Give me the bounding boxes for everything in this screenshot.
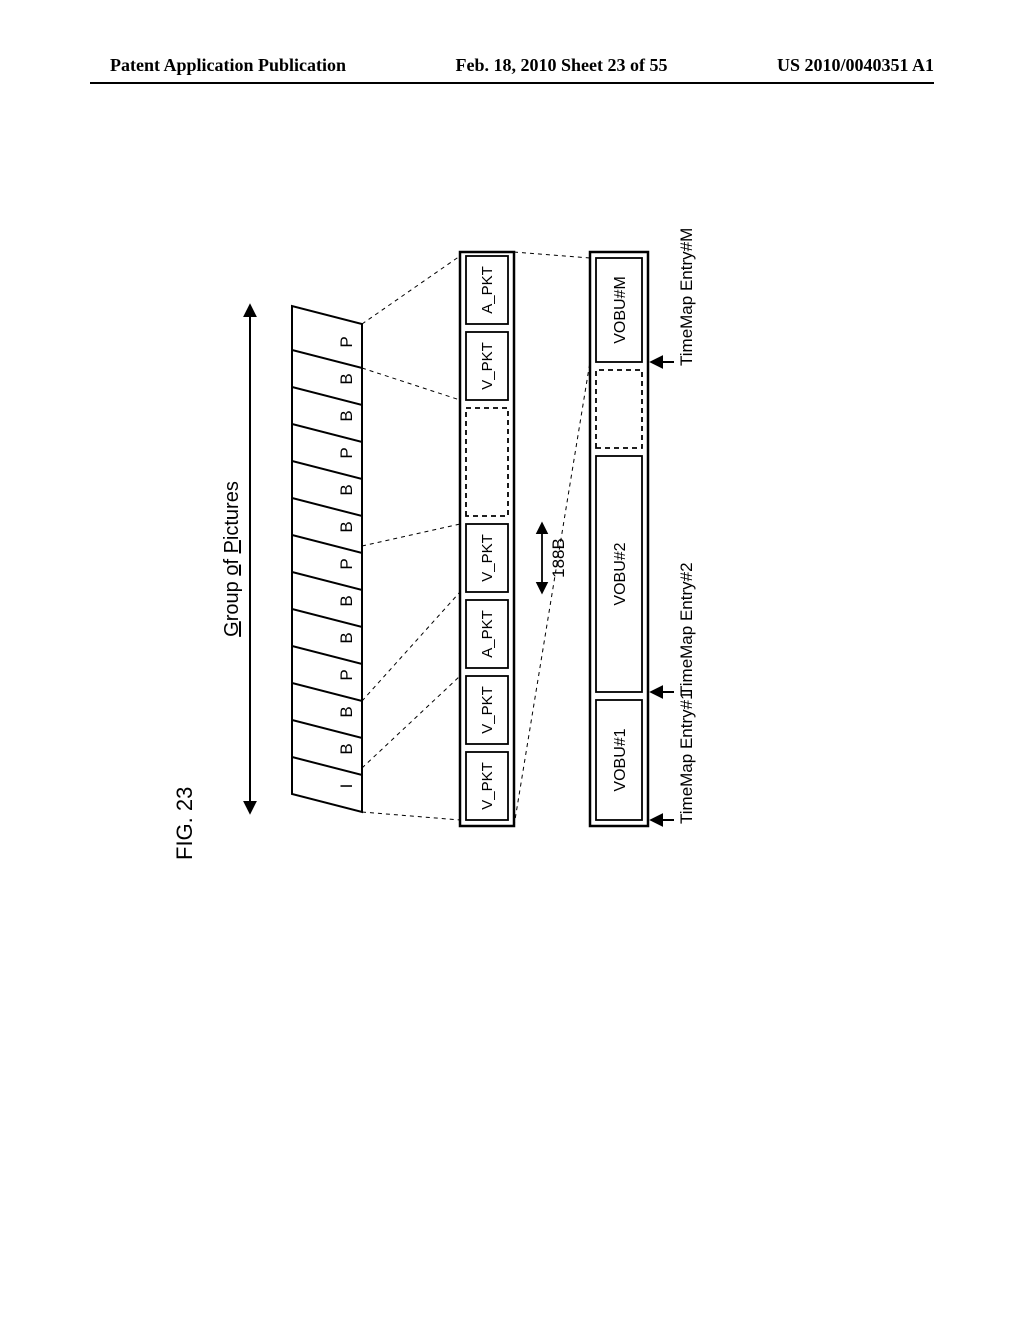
gop-frame-label: B (337, 521, 356, 532)
map-line (362, 812, 460, 820)
gop-frame-label: P (337, 669, 356, 680)
gop-frames: I B B P B B P B B P B B P (292, 306, 362, 812)
map-line (362, 368, 460, 400)
figure-rotated-group: FIG. 23 I B B P B B P B B P B B P Group of Pictures V_P… (172, 228, 696, 860)
gop-frame-label: B (337, 706, 356, 717)
page: Patent Application Publication Feb. 18, … (0, 0, 1024, 1320)
gop-frame-label: B (337, 373, 356, 384)
vobu-cell-label: VOBU#1 (612, 728, 629, 791)
packet-cell-label: A_PKT (479, 610, 496, 658)
gop-title: Group of Pictures (221, 481, 243, 637)
gop-frame-label: P (337, 447, 356, 458)
map-line (514, 362, 590, 826)
map-line (362, 524, 460, 546)
timemap-label: TimeMap Entry#M (677, 228, 696, 366)
timemap-label: TimeMap Entry#1 (677, 690, 696, 824)
gop-frame-label: B (337, 595, 356, 606)
gop-frame-label: I (337, 784, 356, 789)
size-arrow-label: 188B (549, 538, 568, 578)
packet-cell-label: V_PKT (479, 534, 496, 582)
map-line (362, 256, 460, 324)
vobu-cell-label: VOBU#M (612, 276, 629, 344)
figure-svg: FIG. 23 I B B P B B P B B P B B P Group of Pictures V_P… (162, 190, 732, 890)
timemap-label: TimeMap Entry#2 (677, 562, 696, 696)
vobu-cell-label: VOBU#2 (612, 542, 629, 605)
packet-cell (466, 408, 508, 516)
gop-frame-label: B (337, 484, 356, 495)
gop-frame-label: B (337, 410, 356, 421)
packet-cell-label: V_PKT (479, 342, 496, 390)
header-right: US 2010/0040351 A1 (777, 55, 934, 76)
map-line (362, 592, 460, 701)
fig-label: FIG. 23 (172, 787, 197, 860)
gop-frame-label: B (337, 632, 356, 643)
page-header: Patent Application Publication Feb. 18, … (0, 55, 1024, 76)
packet-cell-label: V_PKT (479, 762, 496, 810)
gop-frame-label: P (337, 336, 356, 347)
packet-cell-label: V_PKT (479, 686, 496, 734)
header-rule (90, 82, 934, 84)
map-line (514, 252, 590, 258)
map-line (362, 676, 460, 768)
figure-container: FIG. 23 I B B P B B P B B P B B P Group of Pictures V_P… (162, 190, 732, 890)
vobu-cell (596, 370, 642, 448)
header-center: Feb. 18, 2010 Sheet 23 of 55 (456, 55, 668, 76)
packet-cell-label: A_PKT (479, 266, 496, 314)
header-left: Patent Application Publication (110, 55, 346, 76)
gop-frame-label: P (337, 558, 356, 569)
gop-frame-label: B (337, 743, 356, 754)
